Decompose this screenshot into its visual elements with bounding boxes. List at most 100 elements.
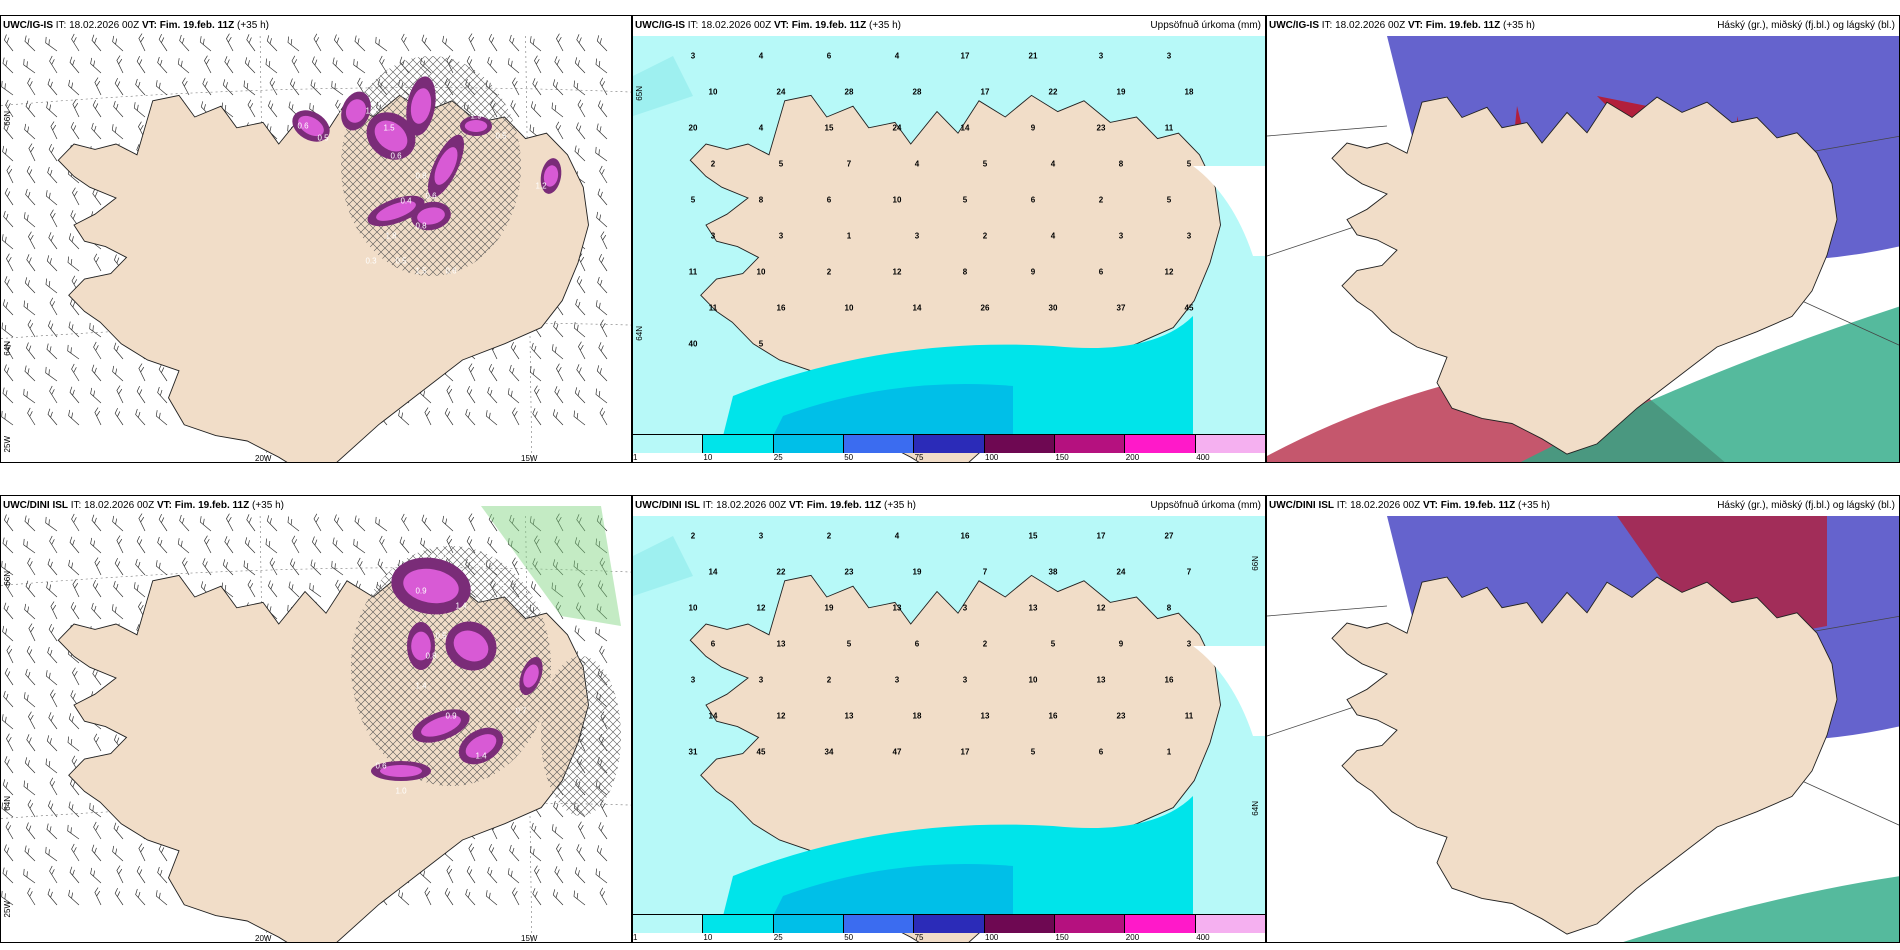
barb-shaft [23, 868, 36, 884]
barb-shaft [24, 845, 36, 862]
hatched-area [541, 656, 621, 816]
barb-shaft [177, 538, 190, 554]
barb-shaft [331, 560, 344, 576]
barb-shaft [446, 865, 454, 884]
barb-shaft [269, 77, 278, 96]
wind-barb [555, 121, 564, 140]
precip-value-label: 6 [1030, 195, 1036, 205]
wind-barb [488, 513, 498, 532]
wind-barb [576, 514, 586, 532]
snow-depth-label: 0.5 [495, 131, 507, 141]
wind-barb [91, 602, 102, 620]
precip-value-label: 16 [776, 303, 786, 313]
barb-shaft [91, 602, 102, 620]
snow-blob-inner [523, 664, 539, 688]
barb-shaft [94, 887, 102, 906]
wind-barb [49, 535, 58, 554]
barb-shaft [574, 387, 586, 404]
wind-snow-map [1, 506, 631, 942]
wind-barb [202, 78, 212, 96]
barb-shaft [1, 234, 14, 250]
wind-barb [531, 822, 542, 840]
wind-barb [50, 209, 58, 228]
init-time: IT: 18.02.2026 00Z [1319, 20, 1408, 31]
parallel-line [1, 567, 631, 586]
barb-shaft [595, 538, 608, 554]
barb-shaft [4, 756, 14, 774]
precip-value-label: 45 [756, 747, 766, 757]
wind-barb [45, 190, 58, 206]
barb-shaft [287, 516, 300, 532]
snow-depth-label: 0.3 [365, 256, 377, 266]
wind-barb [379, 55, 388, 74]
wind-barb [3, 122, 14, 140]
barb-shaft [599, 77, 608, 96]
wind-barb [2, 299, 14, 316]
snow-depth-label: 1.0 [435, 551, 447, 561]
snow-depth-label: 0.5 [317, 133, 329, 143]
precip-value-label: 19 [824, 603, 834, 613]
wind-barb [510, 100, 520, 118]
wind-barb [136, 535, 146, 554]
wind-barb [446, 385, 454, 404]
barb-shaft [510, 341, 520, 360]
barb-shaft [574, 145, 586, 162]
barb-shaft [552, 409, 564, 426]
precip-value-label: 22 [776, 567, 786, 577]
barb-shaft [91, 34, 102, 52]
wind-barb [595, 300, 608, 316]
colorbar-tick-label: 50 [844, 933, 854, 942]
barb-shaft [23, 780, 36, 796]
barb-shaft [375, 516, 388, 532]
barb-shaft [204, 535, 212, 554]
barb-shaft [91, 514, 102, 532]
barb-shaft [25, 100, 36, 118]
barb-shaft [468, 363, 476, 382]
barb-shaft [136, 55, 146, 74]
barb-shaft [158, 33, 168, 52]
barb-shaft [3, 514, 14, 532]
barb-shaft [91, 364, 102, 382]
wind-barb [309, 582, 322, 598]
barb-shaft [556, 33, 564, 52]
barb-shaft [289, 558, 300, 576]
wind-barb [155, 560, 168, 576]
barb-shaft [27, 319, 36, 338]
precip-value-label: 11 [708, 303, 718, 313]
wind-barb [331, 560, 344, 576]
barb-shaft [50, 689, 58, 708]
wind-barb [179, 514, 190, 532]
barb-shaft [267, 580, 278, 598]
barb-shaft [47, 408, 58, 426]
wind-barb [596, 211, 608, 228]
parallel-line [1, 87, 631, 106]
barb-shaft [24, 277, 36, 294]
barb-shaft [424, 887, 432, 906]
model-name: UWC/IG-IS [3, 20, 53, 31]
barb-shaft [507, 58, 520, 74]
precip-value-label: 19 [912, 567, 922, 577]
barb-shaft [600, 231, 608, 250]
barb-shaft [596, 35, 608, 52]
barb-shaft [45, 190, 58, 206]
barb-shaft [3, 122, 14, 140]
barb-shaft [534, 385, 542, 404]
barb-shaft [5, 821, 14, 840]
barb-shaft [46, 343, 58, 360]
barb-shaft [72, 667, 80, 686]
init-time: IT: 18.02.2026 00Z [1334, 500, 1423, 511]
precip-value-label: 12 [892, 267, 902, 277]
panel-header: UWC/IG-IS IT: 18.02.2026 00Z VT: Fim. 19… [635, 19, 1261, 33]
wind-barb [311, 56, 322, 74]
precip-value-label: 18 [1184, 87, 1194, 97]
precip-value-label: 24 [1116, 567, 1126, 577]
barb-shaft [157, 56, 168, 74]
barb-shaft [287, 36, 300, 52]
barb-shaft [24, 603, 36, 620]
precip-value-label: 12 [756, 603, 766, 613]
wind-barb [574, 867, 586, 884]
snow-blob-inner [380, 765, 422, 777]
wind-barb [69, 778, 80, 796]
barb-shaft [311, 56, 322, 74]
wind-barb [45, 366, 58, 382]
